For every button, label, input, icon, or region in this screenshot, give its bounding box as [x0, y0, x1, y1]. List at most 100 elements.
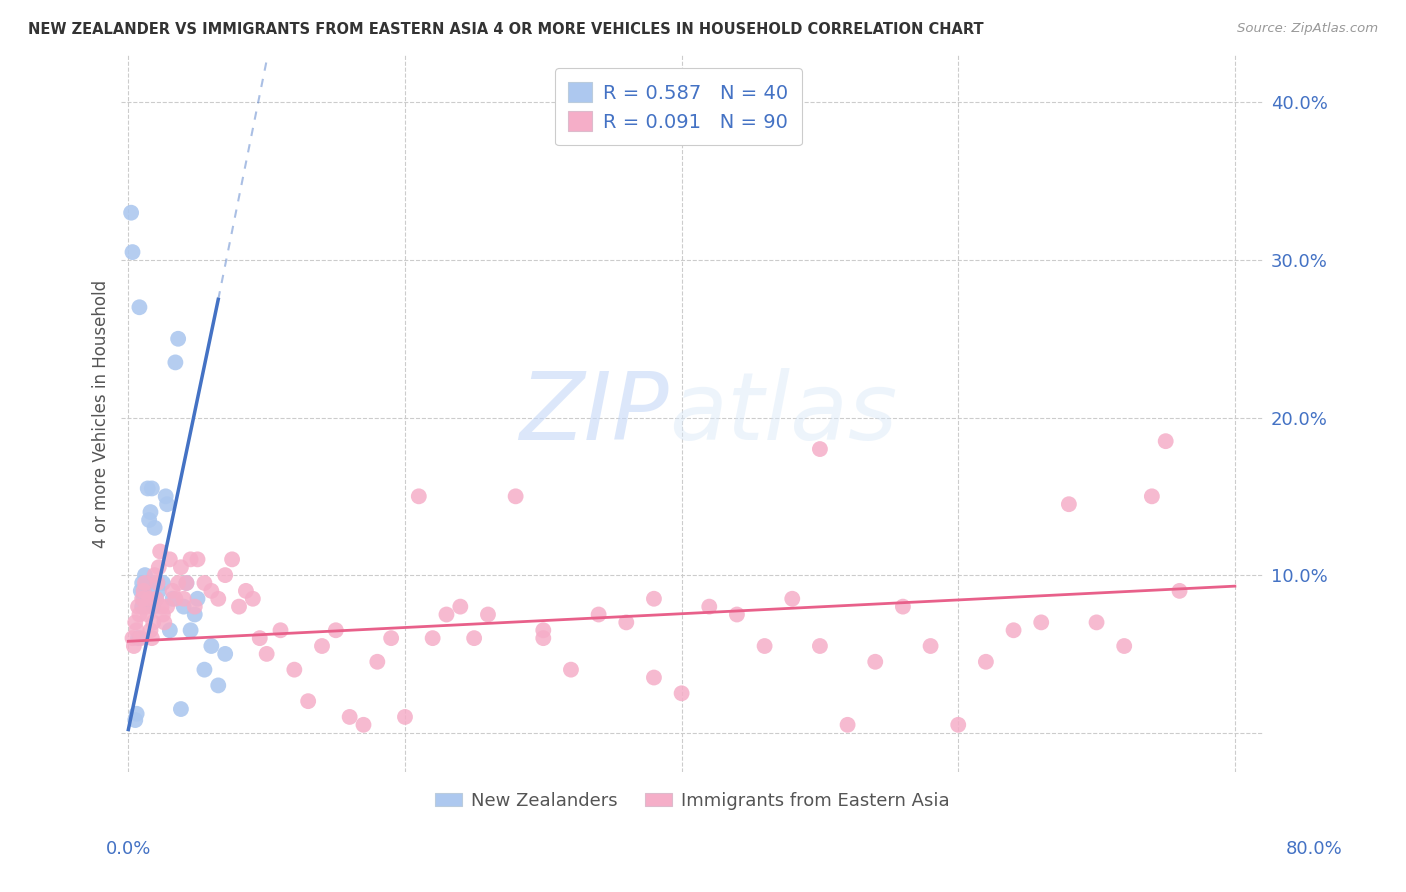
- Point: [380, 631, 402, 645]
- Text: atlas: atlas: [669, 368, 897, 459]
- Point: [531, 631, 554, 645]
- Point: [1114, 639, 1136, 653]
- Point: [167, 576, 190, 591]
- Point: [249, 631, 271, 645]
- Point: [141, 631, 163, 645]
- Point: [153, 615, 176, 630]
- Point: [146, 576, 169, 591]
- Point: [131, 599, 153, 614]
- Point: [449, 599, 471, 614]
- Point: [141, 482, 163, 496]
- Point: [186, 552, 208, 566]
- Point: [127, 599, 149, 614]
- Point: [142, 615, 165, 630]
- Point: [184, 607, 207, 622]
- Point: [1140, 489, 1163, 503]
- Point: [780, 591, 803, 606]
- Point: [173, 599, 195, 614]
- Point: [145, 591, 167, 606]
- Point: [1002, 624, 1025, 638]
- Point: [139, 505, 162, 519]
- Point: [422, 631, 444, 645]
- Point: [614, 615, 637, 630]
- Point: [165, 591, 187, 606]
- Point: [725, 607, 748, 622]
- Point: [865, 655, 887, 669]
- Point: [173, 591, 195, 606]
- Point: [270, 624, 292, 638]
- Point: [128, 300, 150, 314]
- Point: [135, 599, 157, 614]
- Point: [837, 718, 859, 732]
- Point: [170, 702, 193, 716]
- Point: [131, 576, 153, 591]
- Point: [132, 591, 155, 606]
- Point: [143, 521, 166, 535]
- Point: [808, 442, 831, 456]
- Point: [193, 663, 215, 677]
- Point: [135, 591, 157, 606]
- Point: [138, 513, 160, 527]
- Point: [754, 639, 776, 653]
- Point: [120, 205, 142, 219]
- Point: [159, 552, 181, 566]
- Point: [297, 694, 319, 708]
- Point: [180, 552, 202, 566]
- Point: [149, 544, 172, 558]
- Point: [200, 583, 222, 598]
- Y-axis label: 4 or more Vehicles in Household: 4 or more Vehicles in Household: [93, 279, 110, 548]
- Point: [143, 568, 166, 582]
- Point: [131, 591, 153, 606]
- Point: [1168, 583, 1191, 598]
- Point: [505, 489, 527, 503]
- Point: [193, 576, 215, 591]
- Point: [256, 647, 278, 661]
- Point: [176, 576, 198, 591]
- Point: [214, 647, 236, 661]
- Point: [142, 599, 165, 614]
- Point: [697, 599, 720, 614]
- Point: [974, 655, 997, 669]
- Text: Source: ZipAtlas.com: Source: ZipAtlas.com: [1237, 22, 1378, 36]
- Point: [156, 497, 179, 511]
- Point: [325, 624, 347, 638]
- Point: [162, 591, 184, 606]
- Point: [127, 631, 149, 645]
- Point: [134, 568, 156, 582]
- Point: [152, 607, 174, 622]
- Point: [394, 710, 416, 724]
- Point: [1085, 615, 1108, 630]
- Point: [283, 663, 305, 677]
- Point: [588, 607, 610, 622]
- Point: [808, 639, 831, 653]
- Point: [1154, 434, 1177, 449]
- Point: [167, 332, 190, 346]
- Point: [148, 560, 170, 574]
- Point: [155, 489, 177, 503]
- Point: [132, 583, 155, 598]
- Text: 0.0%: 0.0%: [105, 840, 150, 858]
- Point: [1031, 615, 1053, 630]
- Point: [531, 624, 554, 638]
- Point: [408, 489, 430, 503]
- Point: [643, 671, 665, 685]
- Point: [134, 576, 156, 591]
- Point: [477, 607, 499, 622]
- Point: [643, 591, 665, 606]
- Point: [186, 591, 208, 606]
- Point: [200, 639, 222, 653]
- Point: [124, 615, 146, 630]
- Point: [170, 560, 193, 574]
- Point: [184, 599, 207, 614]
- Point: [156, 599, 179, 614]
- Point: [150, 599, 173, 614]
- Point: [122, 639, 145, 653]
- Point: [242, 591, 264, 606]
- Point: [145, 591, 167, 606]
- Point: [135, 576, 157, 591]
- Point: [948, 718, 970, 732]
- Point: [121, 245, 143, 260]
- Point: [152, 576, 174, 591]
- Point: [125, 624, 148, 638]
- Legend: New Zealanders, Immigrants from Eastern Asia: New Zealanders, Immigrants from Eastern …: [427, 784, 956, 817]
